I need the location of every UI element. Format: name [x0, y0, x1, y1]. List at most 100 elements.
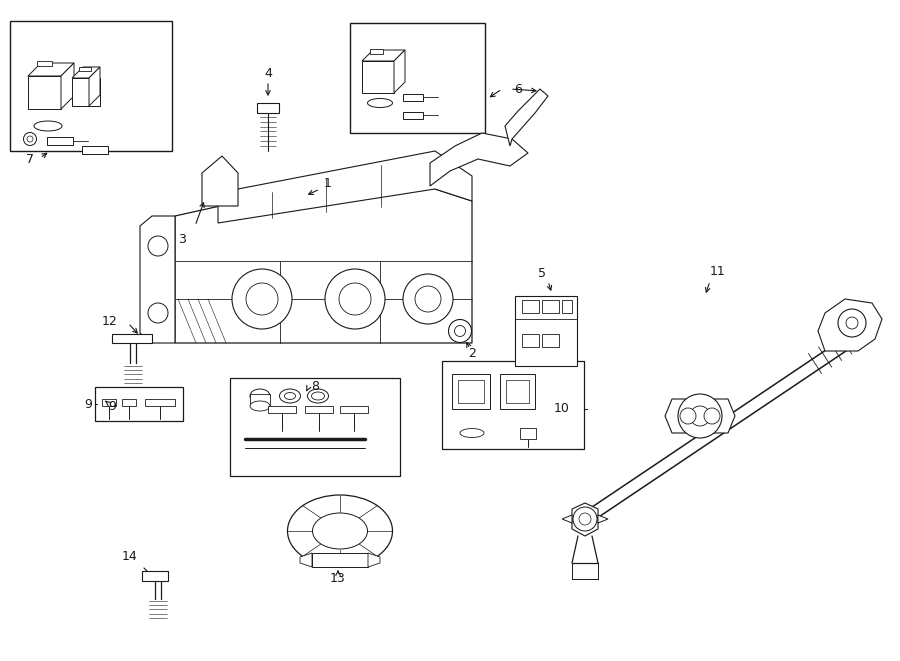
Polygon shape	[202, 156, 238, 206]
Text: 11: 11	[710, 264, 726, 278]
Text: 1: 1	[324, 176, 332, 190]
Bar	[403, 93, 423, 101]
Bar	[362, 61, 394, 93]
Polygon shape	[562, 515, 572, 523]
Circle shape	[690, 406, 710, 426]
Polygon shape	[362, 50, 405, 61]
Polygon shape	[818, 299, 882, 351]
Bar	[350, 23, 485, 133]
Polygon shape	[394, 50, 405, 93]
Bar	[542, 300, 559, 313]
Polygon shape	[312, 553, 368, 567]
Bar	[520, 428, 536, 439]
Circle shape	[838, 309, 866, 337]
Bar	[458, 380, 484, 403]
Text: 12: 12	[102, 315, 118, 327]
Polygon shape	[72, 67, 100, 78]
Circle shape	[246, 283, 278, 315]
Polygon shape	[430, 133, 528, 186]
Polygon shape	[665, 399, 735, 433]
Ellipse shape	[367, 98, 392, 108]
Circle shape	[27, 136, 33, 142]
Text: 9: 9	[108, 399, 116, 412]
Polygon shape	[89, 67, 100, 106]
Circle shape	[325, 269, 385, 329]
Text: 14: 14	[122, 549, 138, 563]
Polygon shape	[505, 89, 548, 146]
Bar	[506, 380, 529, 403]
Bar	[305, 406, 333, 413]
Ellipse shape	[308, 389, 328, 403]
Polygon shape	[572, 503, 598, 536]
Ellipse shape	[250, 401, 270, 411]
Bar	[47, 137, 73, 145]
Bar	[145, 399, 175, 406]
Polygon shape	[61, 63, 74, 109]
Ellipse shape	[312, 513, 367, 549]
Ellipse shape	[284, 393, 295, 399]
Bar	[542, 334, 559, 347]
Circle shape	[579, 513, 591, 525]
Bar	[82, 146, 108, 154]
Circle shape	[448, 319, 472, 342]
Circle shape	[148, 236, 168, 256]
Bar	[142, 571, 168, 581]
Text: 2: 2	[468, 346, 476, 360]
Polygon shape	[368, 553, 380, 567]
Bar	[340, 406, 368, 413]
Text: 5: 5	[538, 266, 546, 280]
Circle shape	[678, 394, 722, 438]
Bar	[522, 300, 539, 313]
Bar	[522, 334, 539, 347]
Bar	[515, 296, 577, 366]
Bar	[442, 361, 584, 449]
Circle shape	[415, 286, 441, 312]
Bar	[403, 112, 423, 119]
Bar	[122, 399, 136, 406]
Circle shape	[403, 274, 453, 324]
Ellipse shape	[250, 389, 270, 403]
Ellipse shape	[311, 392, 325, 400]
Bar	[102, 399, 116, 406]
Bar	[268, 406, 296, 413]
Text: 10: 10	[554, 403, 570, 416]
Text: 6: 6	[514, 83, 522, 95]
Circle shape	[573, 507, 597, 531]
Text: 13: 13	[330, 572, 346, 586]
Text: 7: 7	[26, 153, 34, 165]
Text: 3: 3	[178, 233, 186, 245]
Bar	[562, 300, 572, 313]
Polygon shape	[598, 515, 608, 523]
Ellipse shape	[280, 389, 301, 403]
Circle shape	[148, 303, 168, 323]
Bar	[257, 103, 279, 113]
Polygon shape	[218, 151, 472, 223]
Bar	[500, 374, 535, 409]
Bar	[95, 387, 183, 421]
Ellipse shape	[460, 428, 484, 438]
Circle shape	[680, 408, 696, 424]
Bar	[250, 394, 270, 406]
Bar	[37, 61, 52, 66]
Bar	[452, 374, 490, 409]
Circle shape	[232, 269, 292, 329]
Bar	[10, 21, 172, 151]
Bar	[370, 49, 383, 54]
Polygon shape	[28, 63, 74, 76]
Text: 9: 9	[84, 397, 92, 410]
Bar	[79, 67, 91, 71]
Circle shape	[23, 132, 37, 145]
Polygon shape	[175, 176, 472, 343]
Polygon shape	[300, 553, 312, 567]
Polygon shape	[140, 216, 175, 343]
Bar	[72, 78, 100, 106]
Ellipse shape	[34, 121, 62, 131]
Text: 8: 8	[311, 379, 319, 393]
Bar	[28, 76, 61, 109]
Circle shape	[846, 317, 858, 329]
Circle shape	[339, 283, 371, 315]
Text: 4: 4	[264, 67, 272, 79]
Ellipse shape	[287, 495, 392, 567]
Circle shape	[454, 325, 465, 336]
Bar	[112, 334, 152, 343]
